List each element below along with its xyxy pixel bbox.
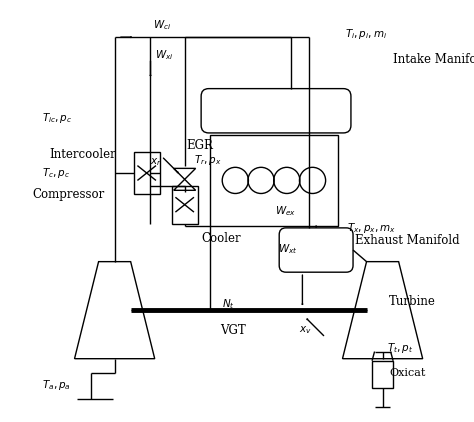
Text: $T_{ic}, p_c$: $T_{ic}, p_c$ — [42, 111, 73, 125]
Text: VGT: VGT — [220, 324, 246, 337]
Text: Intercooler: Intercooler — [49, 148, 116, 160]
Text: $W_{xi}$: $W_{xi}$ — [155, 48, 173, 62]
Text: $T_i, p_i, m_i$: $T_i, p_i, m_i$ — [345, 27, 387, 41]
Text: $W_{xt}$: $W_{xt}$ — [277, 242, 297, 256]
Text: $T_x, p_x, m_x$: $T_x, p_x, m_x$ — [346, 221, 396, 235]
Text: Oxicat: Oxicat — [389, 368, 425, 379]
Text: Exhaust Manifold: Exhaust Manifold — [355, 234, 460, 247]
Bar — [134, 152, 160, 194]
Text: Compressor: Compressor — [32, 188, 105, 200]
Text: $W_{ex}$: $W_{ex}$ — [275, 204, 296, 218]
Text: $N_t$: $N_t$ — [222, 297, 235, 311]
Bar — [372, 361, 393, 388]
Text: $x_v$: $x_v$ — [299, 324, 311, 336]
Text: $T_a, p_a$: $T_a, p_a$ — [42, 378, 71, 392]
Text: Intake Manifold: Intake Manifold — [393, 53, 474, 65]
Text: $W_{ci}$: $W_{ci}$ — [154, 19, 172, 32]
Text: $x_r$: $x_r$ — [150, 156, 162, 168]
Text: $T_c, p_c$: $T_c, p_c$ — [42, 166, 71, 180]
Bar — [210, 135, 338, 226]
Bar — [172, 186, 198, 224]
Text: EGR: EGR — [186, 139, 213, 152]
Text: $T_t, p_t$: $T_t, p_t$ — [387, 341, 413, 355]
Text: Cooler: Cooler — [201, 232, 241, 245]
Text: Turbine: Turbine — [389, 295, 436, 308]
Text: $T_r, p_x$: $T_r, p_x$ — [193, 153, 221, 168]
